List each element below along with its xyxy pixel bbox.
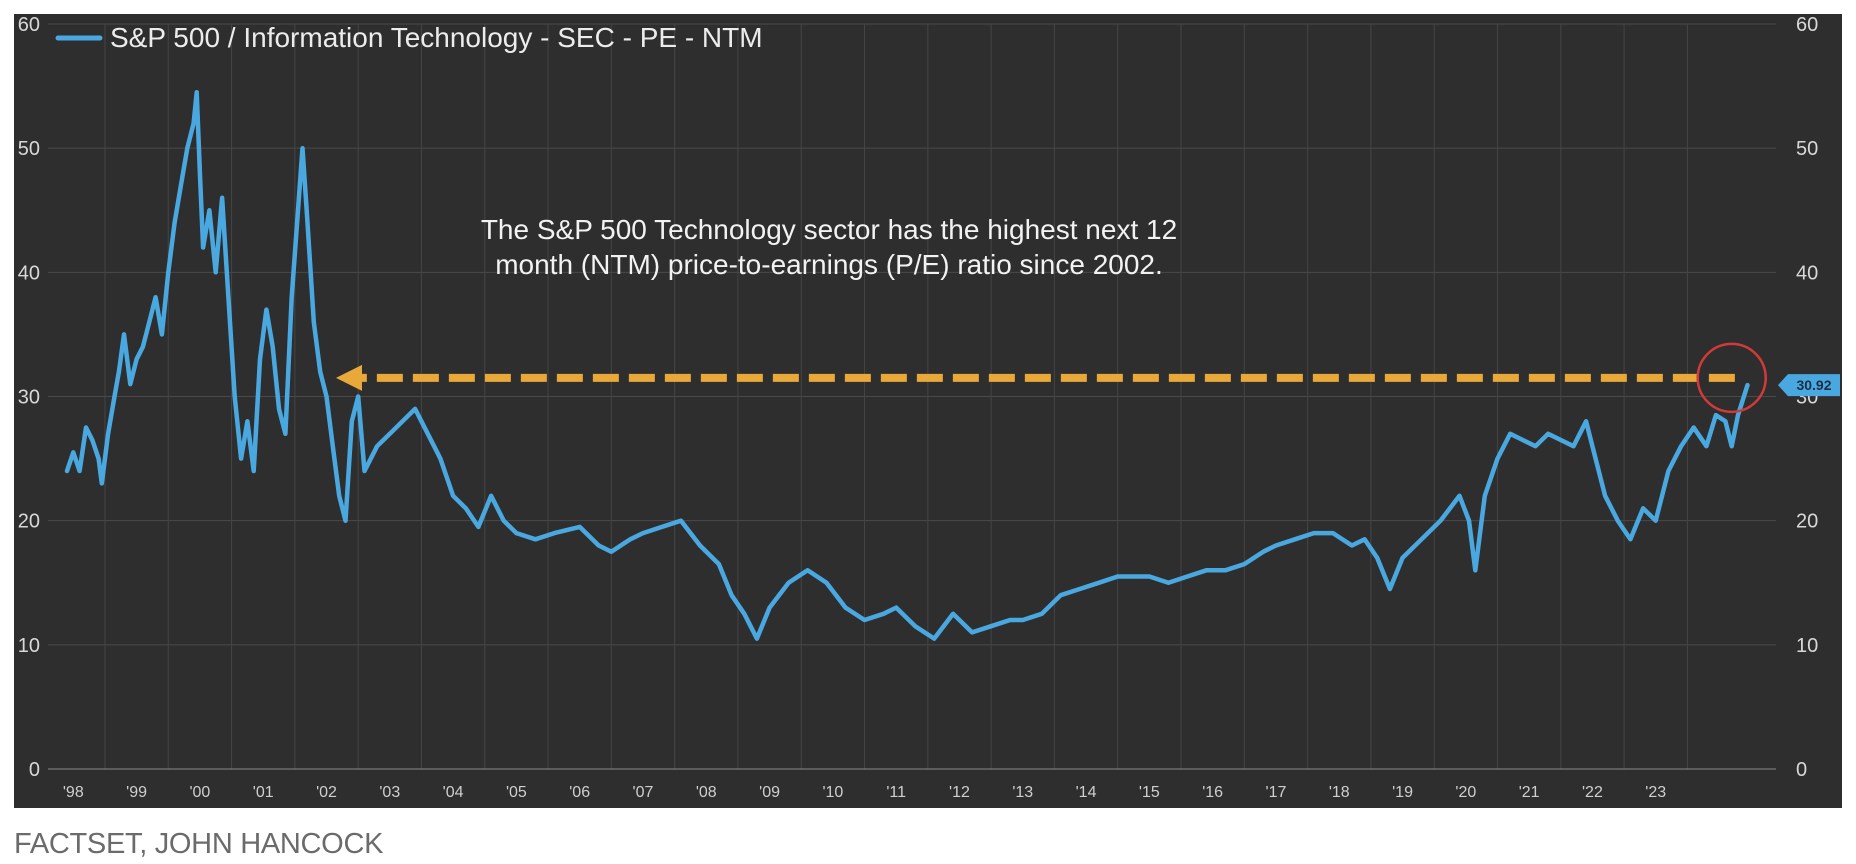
x-tick-label: '22 [1582,784,1603,801]
highlight-circle [1696,342,1767,414]
y-tick-label-right: 20 [1796,511,1818,533]
y-axis-left: 0 10 20 30 40 50 60 [18,14,40,781]
x-tick-label: '04 [443,784,464,801]
grid [48,23,1776,770]
legend-label: S&P 500 / Information Technology - SEC -… [110,22,763,53]
x-tick-label: '19 [1392,784,1413,801]
chart-panel: 0 10 20 30 40 50 60 0 10 20 30 40 50 60 '98 '99 '00 '01… [14,14,1842,808]
last-value-badge: 30.92 [1778,374,1840,397]
line-chart: 0 10 20 30 40 50 60 0 10 20 30 40 50 60 '98 '99 '00 '01… [18,14,1840,801]
y-tick-label-right: 60 [1796,14,1818,36]
y-tick-label-left: 50 [18,138,40,160]
y-tick-label-left: 0 [29,759,40,781]
x-tick-label: '21 [1519,784,1540,801]
x-tick-label: '10 [822,784,843,801]
y-tick-label-left: 10 [18,635,40,657]
annotation-arrow-head [336,364,362,391]
legend: S&P 500 / Information Technology - SEC -… [55,22,763,53]
y-tick-label-left: 40 [18,262,40,284]
x-tick-label: '11 [886,784,906,801]
x-tick-label: '20 [1455,784,1476,801]
x-tick-label: '02 [316,784,337,801]
last-value-badge-shape [1778,374,1840,397]
x-axis: '98 '99 '00 '01 '02 '03 '04 '05 '06 '07 '08 '09 '10 '… [63,784,1666,801]
y-tick-label-right: 40 [1796,262,1818,284]
y-tick-label-right: 0 [1796,759,1807,781]
last-value-badge-label: 30.92 [1796,377,1831,393]
x-tick-label: '01 [253,784,274,801]
x-tick-label: '12 [949,784,970,801]
x-tick-label: '23 [1645,784,1666,801]
annotation-line-1: The S&P 500 Technology sector has the hi… [481,214,1177,245]
x-tick-label: '08 [696,784,717,801]
x-tick-label: '98 [63,784,84,801]
y-tick-label-left: 20 [18,511,40,533]
y-tick-label-right: 50 [1796,138,1818,160]
x-tick-label: '15 [1139,784,1160,801]
y-tick-label-left: 60 [18,14,40,36]
annotation-layer: The S&P 500 Technology sector has the hi… [336,214,1767,414]
x-tick-label: '17 [1266,784,1287,801]
x-tick-label: '09 [759,784,780,801]
annotation-line-2: month (NTM) price-to-earnings (P/E) rati… [495,249,1163,280]
x-tick-label: '07 [633,784,654,801]
y-tick-label-left: 30 [18,387,40,409]
series-line [64,90,1750,641]
x-tick-label: '16 [1202,784,1223,801]
y-tick-label-right: 10 [1796,635,1818,657]
x-tick-label: '99 [126,784,147,801]
x-tick-label: '18 [1329,784,1350,801]
x-tick-label: '00 [189,784,210,801]
x-tick-label: '05 [506,784,527,801]
x-tick-label: '03 [379,784,400,801]
source-caption: FACTSET, JOHN HANCOCK [14,828,384,860]
x-tick-label: '13 [1012,784,1033,801]
x-tick-label: '14 [1076,784,1097,801]
x-tick-label: '06 [569,784,590,801]
series-layer [64,90,1750,641]
